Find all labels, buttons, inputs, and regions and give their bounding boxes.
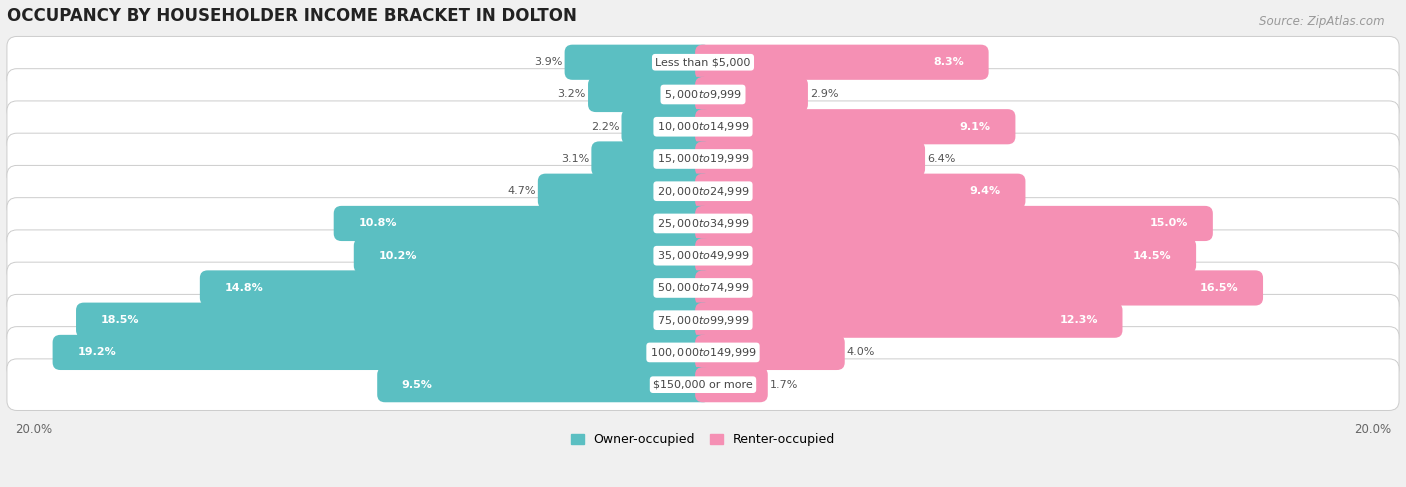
Text: 18.5%: 18.5%: [101, 315, 139, 325]
FancyBboxPatch shape: [7, 359, 1399, 411]
FancyBboxPatch shape: [7, 198, 1399, 249]
FancyBboxPatch shape: [695, 141, 925, 177]
FancyBboxPatch shape: [7, 37, 1399, 88]
FancyBboxPatch shape: [76, 302, 711, 338]
Text: 3.2%: 3.2%: [558, 90, 586, 99]
FancyBboxPatch shape: [695, 335, 845, 370]
FancyBboxPatch shape: [7, 230, 1399, 281]
Text: 10.8%: 10.8%: [359, 219, 396, 228]
Text: 3.9%: 3.9%: [534, 57, 562, 67]
FancyBboxPatch shape: [621, 109, 711, 144]
FancyBboxPatch shape: [333, 206, 711, 241]
Text: 14.8%: 14.8%: [225, 283, 263, 293]
Text: Less than $5,000: Less than $5,000: [655, 57, 751, 67]
FancyBboxPatch shape: [7, 69, 1399, 120]
Text: $5,000 to $9,999: $5,000 to $9,999: [664, 88, 742, 101]
Text: $100,000 to $149,999: $100,000 to $149,999: [650, 346, 756, 359]
Text: 3.1%: 3.1%: [561, 154, 589, 164]
Text: $10,000 to $14,999: $10,000 to $14,999: [657, 120, 749, 133]
Legend: Owner-occupied, Renter-occupied: Owner-occupied, Renter-occupied: [567, 428, 839, 451]
Text: 2.2%: 2.2%: [591, 122, 619, 131]
Text: 6.4%: 6.4%: [927, 154, 956, 164]
Text: 9.1%: 9.1%: [960, 122, 991, 131]
FancyBboxPatch shape: [52, 335, 711, 370]
Text: $20,000 to $24,999: $20,000 to $24,999: [657, 185, 749, 198]
FancyBboxPatch shape: [354, 238, 711, 273]
Text: 9.5%: 9.5%: [402, 380, 433, 390]
FancyBboxPatch shape: [695, 302, 1122, 338]
Text: $150,000 or more: $150,000 or more: [654, 380, 752, 390]
FancyBboxPatch shape: [200, 270, 711, 305]
FancyBboxPatch shape: [588, 77, 711, 112]
FancyBboxPatch shape: [7, 262, 1399, 314]
Text: 8.3%: 8.3%: [934, 57, 965, 67]
FancyBboxPatch shape: [7, 295, 1399, 346]
FancyBboxPatch shape: [565, 45, 711, 80]
FancyBboxPatch shape: [695, 367, 768, 402]
FancyBboxPatch shape: [538, 174, 711, 209]
Text: 12.3%: 12.3%: [1059, 315, 1098, 325]
Text: 14.5%: 14.5%: [1133, 251, 1171, 261]
Text: 16.5%: 16.5%: [1199, 283, 1239, 293]
FancyBboxPatch shape: [695, 206, 1213, 241]
Text: $15,000 to $19,999: $15,000 to $19,999: [657, 152, 749, 166]
FancyBboxPatch shape: [695, 45, 988, 80]
Text: OCCUPANCY BY HOUSEHOLDER INCOME BRACKET IN DOLTON: OCCUPANCY BY HOUSEHOLDER INCOME BRACKET …: [7, 7, 576, 25]
FancyBboxPatch shape: [695, 77, 808, 112]
FancyBboxPatch shape: [592, 141, 711, 177]
Text: 2.9%: 2.9%: [810, 90, 838, 99]
FancyBboxPatch shape: [695, 270, 1263, 305]
FancyBboxPatch shape: [7, 327, 1399, 378]
Text: $25,000 to $34,999: $25,000 to $34,999: [657, 217, 749, 230]
FancyBboxPatch shape: [695, 174, 1025, 209]
Text: Source: ZipAtlas.com: Source: ZipAtlas.com: [1260, 15, 1385, 28]
FancyBboxPatch shape: [695, 109, 1015, 144]
Text: $75,000 to $99,999: $75,000 to $99,999: [657, 314, 749, 327]
FancyBboxPatch shape: [7, 166, 1399, 217]
Text: $35,000 to $49,999: $35,000 to $49,999: [657, 249, 749, 262]
Text: 4.7%: 4.7%: [508, 186, 536, 196]
Text: 4.0%: 4.0%: [846, 347, 876, 357]
Text: $50,000 to $74,999: $50,000 to $74,999: [657, 281, 749, 295]
FancyBboxPatch shape: [7, 101, 1399, 152]
Text: 9.4%: 9.4%: [970, 186, 1001, 196]
Text: 15.0%: 15.0%: [1150, 219, 1188, 228]
Text: 1.7%: 1.7%: [770, 380, 799, 390]
Text: 19.2%: 19.2%: [77, 347, 115, 357]
FancyBboxPatch shape: [695, 238, 1197, 273]
Text: 10.2%: 10.2%: [378, 251, 418, 261]
FancyBboxPatch shape: [377, 367, 711, 402]
FancyBboxPatch shape: [7, 133, 1399, 185]
